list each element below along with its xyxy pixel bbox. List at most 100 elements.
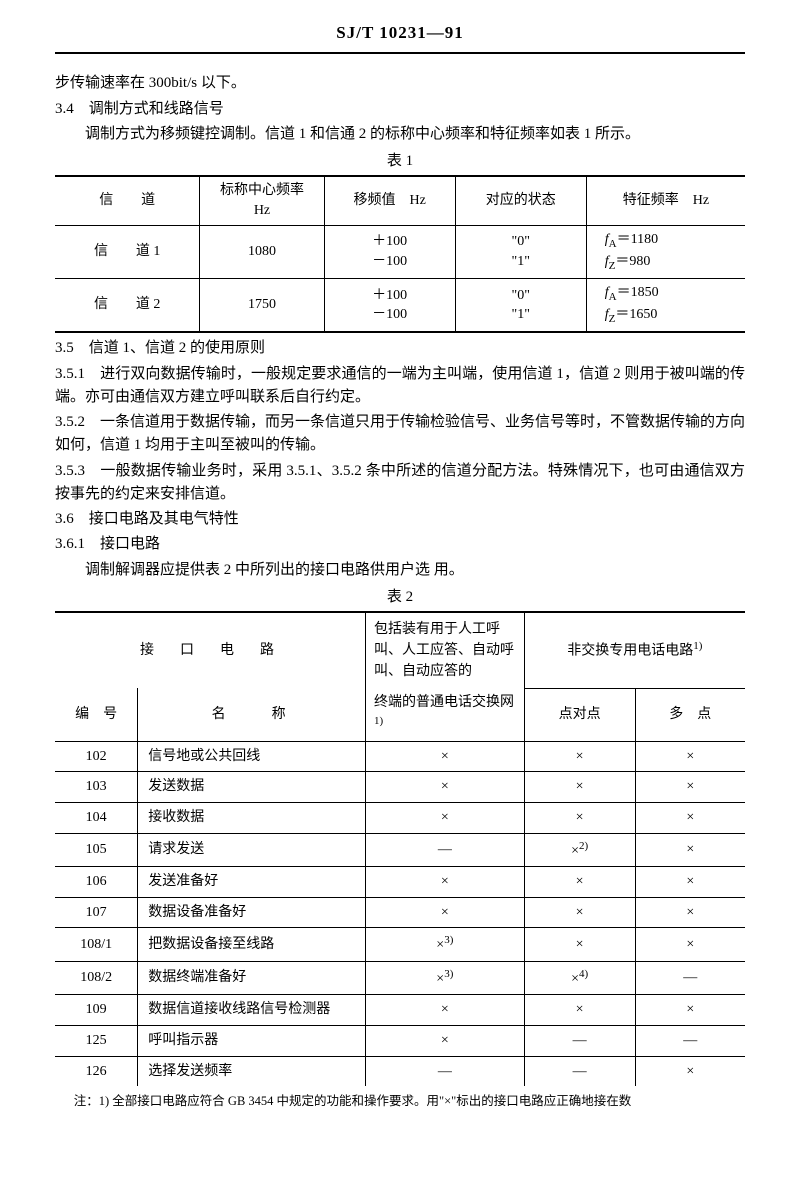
- t1-r2-shift-1: －100: [372, 307, 407, 322]
- table-row: 109数据信道接收线路信号检测器×××: [55, 995, 745, 1026]
- footnote-1: 注：1) 全部接口电路应符合 GB 3454 中规定的功能和操作要求。用"×"标…: [55, 1092, 745, 1111]
- t2-c4: ×: [524, 741, 635, 772]
- table-2: 接 口 电 路 包括装有用于人工呼叫、人工应答、自动呼叫、自动应答的 非交换专用…: [55, 611, 745, 1086]
- t1-h-cf-text: 标称中心频率 Hz: [220, 183, 304, 218]
- t1-r2-feat: fA＝1850fZ＝1650: [586, 278, 745, 332]
- t1-h-channel: 信 道: [55, 176, 200, 225]
- t2-h-mp: 多 点: [635, 688, 745, 741]
- t2-c5: ×: [635, 833, 745, 866]
- t1-r2-cf: 1750: [200, 278, 324, 332]
- t2-h-col4-sup: 1): [693, 640, 702, 652]
- sec-3-6: 3.6 接口电路及其电气特性: [55, 508, 745, 531]
- t2-c4: ×: [524, 928, 635, 961]
- t2-c4: ×4): [524, 961, 635, 994]
- table-row: 105请求发送—×2)×: [55, 833, 745, 866]
- t2-h-iface: 接 口 电 路: [55, 612, 365, 688]
- t2-c5: —: [635, 961, 745, 994]
- t1-r1-shift: ＋100－100: [324, 225, 455, 278]
- t2-c3: —: [365, 833, 524, 866]
- t2-h-col4: 非交换专用电话电路1): [524, 612, 745, 688]
- t1-r1-state-0: "0": [512, 234, 530, 249]
- t1-r1-shift-1: －100: [372, 254, 407, 269]
- t2-c5: ×: [635, 772, 745, 803]
- t2-c5: ×: [635, 995, 745, 1026]
- t1-r1-feat: fA＝1180fZ＝980: [586, 225, 745, 278]
- t2-no: 105: [55, 833, 138, 866]
- t2-no: 108/2: [55, 961, 138, 994]
- para-3-4: 调制方式为移频键控调制。信道 1 和信通 2 的标称中心频率和特征频率如表 1 …: [55, 123, 745, 146]
- t2-h-col3a: 包括装有用于人工呼叫、人工应答、自动呼叫、自动应答的: [365, 612, 524, 688]
- table-row: 126选择发送频率——×: [55, 1056, 745, 1086]
- t2-c4: ×2): [524, 833, 635, 866]
- t2-name: 接收数据: [138, 803, 366, 834]
- t2-c4: ×: [524, 995, 635, 1026]
- t2-h-ptp: 点对点: [524, 688, 635, 741]
- t2-h-col3b: 终端的普通电话交换网 1): [365, 688, 524, 741]
- para-3-5-1: 3.5.1 进行双向数据传输时，一般规定要求通信的一端为主叫端，使用信道 1，信…: [55, 363, 745, 410]
- table-row: 125呼叫指示器×——: [55, 1025, 745, 1056]
- t2-no: 103: [55, 772, 138, 803]
- t2-c3: —: [365, 1056, 524, 1086]
- t2-name: 把数据设备接至线路: [138, 928, 366, 961]
- table-1-caption: 表 1: [55, 150, 745, 173]
- t1-r1-cf: 1080: [200, 225, 324, 278]
- table-row: 108/1把数据设备接至线路×3)××: [55, 928, 745, 961]
- sec-3-5: 3.5 信道 1、信道 2 的使用原则: [55, 337, 745, 360]
- t2-no: 125: [55, 1025, 138, 1056]
- t2-name: 发送数据: [138, 772, 366, 803]
- t2-no: 107: [55, 897, 138, 928]
- t2-c3: ×: [365, 897, 524, 928]
- t2-name: 信号地或公共回线: [138, 741, 366, 772]
- para-3-6-1: 调制解调器应提供表 2 中所列出的接口电路供用户选 用。: [55, 559, 745, 582]
- t1-r2-shift-0: ＋100: [372, 288, 407, 303]
- table-row: 107数据设备准备好×××: [55, 897, 745, 928]
- t2-c4: —: [524, 1025, 635, 1056]
- para-3-5-3: 3.5.3 一般数据传输业务时，采用 3.5.1、3.5.2 条中所述的信道分配…: [55, 460, 745, 507]
- t2-c5: ×: [635, 1056, 745, 1086]
- t2-h-no: 编 号: [55, 688, 138, 741]
- t1-row-2: 信 道 2 1750 ＋100－100 "0""1" fA＝1850fZ＝165…: [55, 278, 745, 332]
- t1-h-featfreq: 特征频率 Hz: [586, 176, 745, 225]
- t2-name: 数据信道接收线路信号检测器: [138, 995, 366, 1026]
- sec-3-4: 3.4 调制方式和线路信号: [55, 98, 745, 121]
- t2-c3: ×: [365, 772, 524, 803]
- t2-name: 数据终端准备好: [138, 961, 366, 994]
- t2-c3: ×: [365, 803, 524, 834]
- t1-r2-state-0: "0": [512, 288, 530, 303]
- t2-c4: ×: [524, 803, 635, 834]
- t2-c3: ×3): [365, 961, 524, 994]
- para-continuation: 步传输速率在 300bit/s 以下。: [55, 72, 745, 95]
- table-row: 103发送数据×××: [55, 772, 745, 803]
- t2-no: 126: [55, 1056, 138, 1086]
- t1-r1-ch: 信 道 1: [55, 225, 200, 278]
- t1-r2-shift: ＋100 －100: [324, 278, 455, 332]
- t2-c5: ×: [635, 741, 745, 772]
- t2-h-col3b-text: 终端的普通电话交换网: [374, 695, 514, 710]
- t2-c3: ×3): [365, 928, 524, 961]
- t2-name: 呼叫指示器: [138, 1025, 366, 1056]
- t1-h-state: 对应的状态: [455, 176, 586, 225]
- table-row: 102信号地或公共回线×××: [55, 741, 745, 772]
- t1-h-shift: 移频值 Hz: [324, 176, 455, 225]
- table-2-caption: 表 2: [55, 586, 745, 609]
- t2-h-col4-text: 非交换专用电话电路: [567, 644, 693, 659]
- t2-c4: ×: [524, 897, 635, 928]
- t2-c5: ×: [635, 803, 745, 834]
- t2-c4: ×: [524, 772, 635, 803]
- doc-header: SJ/T 10231—91: [55, 20, 745, 54]
- para-3-5-2: 3.5.2 一条信道用于数据传输，而另一条信道只用于传输检验信号、业务信号等时，…: [55, 411, 745, 458]
- table-row: 108/2数据终端准备好×3)×4)—: [55, 961, 745, 994]
- t2-no: 104: [55, 803, 138, 834]
- t2-c4: ×: [524, 867, 635, 898]
- t2-no: 109: [55, 995, 138, 1026]
- t2-name: 请求发送: [138, 833, 366, 866]
- t2-c3: ×: [365, 995, 524, 1026]
- t2-c3: ×: [365, 741, 524, 772]
- t2-h-col3b-sup: 1): [374, 715, 383, 727]
- t2-c5: ×: [635, 897, 745, 928]
- t1-r2-state: "0""1": [455, 278, 586, 332]
- sec-3-6-1: 3.6.1 接口电路: [55, 533, 745, 556]
- table-1: 信 道 标称中心频率 Hz 移频值 Hz 对应的状态 特征频率 Hz 信 道 1…: [55, 175, 745, 333]
- t1-r2-state-1: "1": [512, 307, 530, 322]
- t2-c3: ×: [365, 867, 524, 898]
